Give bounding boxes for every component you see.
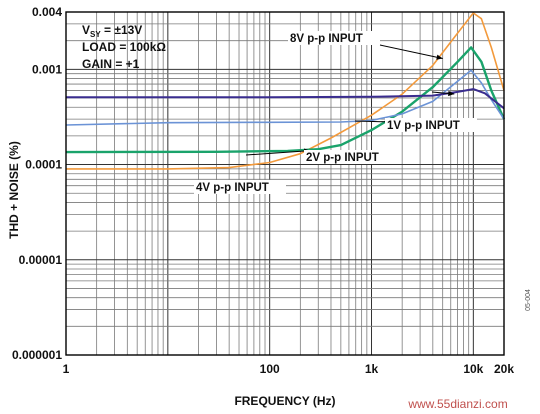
- annotation-arrowhead: [436, 54, 443, 60]
- y-tick-label: 0.0001: [25, 158, 62, 172]
- x-tick-label: 1: [63, 362, 70, 376]
- condition-supply: VSY = ±13V: [82, 23, 142, 39]
- y-tick-label: 0.001: [32, 62, 62, 76]
- x-axis-title: FREQUENCY (Hz): [234, 394, 335, 408]
- annotation-label-bg: [194, 180, 286, 194]
- watermark: www.55dianzi.com: [407, 397, 507, 411]
- x-tick-label: 100: [260, 362, 280, 376]
- annotation-label: 8V p-p INPUT: [290, 33, 363, 45]
- x-tick-label: 10k: [463, 362, 483, 376]
- x-tick-label: 1k: [365, 362, 379, 376]
- condition-gain: GAIN = +1: [82, 57, 140, 71]
- conditions-box: VSY = ±13V LOAD = 100kΩ GAIN = +1: [82, 23, 166, 71]
- annotation-label: 1V p-p INPUT: [387, 120, 460, 132]
- annotation-leader: [245, 150, 311, 156]
- annotation-label-bg: [385, 118, 477, 132]
- annotation-label-bg: [304, 150, 396, 164]
- y-tick-label: 0.000001: [12, 348, 62, 362]
- annotation-label-bg: [288, 31, 380, 45]
- y-tick-label: 0.00001: [19, 253, 63, 267]
- series-line-2: [65, 46, 506, 154]
- x-tick-label: 20k: [494, 362, 514, 376]
- series-line-1: [66, 12, 505, 170]
- condition-load: LOAD = 100kΩ: [82, 40, 166, 54]
- annotation-label: 2V p-p INPUT: [306, 152, 379, 164]
- plot-frame: [65, 11, 505, 356]
- y-tick-label: 0.004: [32, 5, 62, 19]
- annotation-label: 4V p-p INPUT: [196, 182, 269, 194]
- y-axis-title: THD + NOISE (%): [7, 141, 21, 239]
- tick-labels: 1 100 1k 10k 20k 0.004 0.001 0.0001 0.00001 0.000…: [12, 5, 514, 376]
- figure-code: 05-004: [525, 289, 532, 311]
- series-line-3: [65, 69, 505, 126]
- annotation-arrowhead: [448, 90, 455, 97]
- annotation-leader: [379, 44, 443, 59]
- series-layer: [65, 12, 506, 170]
- series-line-4: [66, 88, 505, 110]
- annotations: 8V p-p INPUT 4V p-p INPUT 2V p-p INPUT 1V p…: [194, 31, 477, 194]
